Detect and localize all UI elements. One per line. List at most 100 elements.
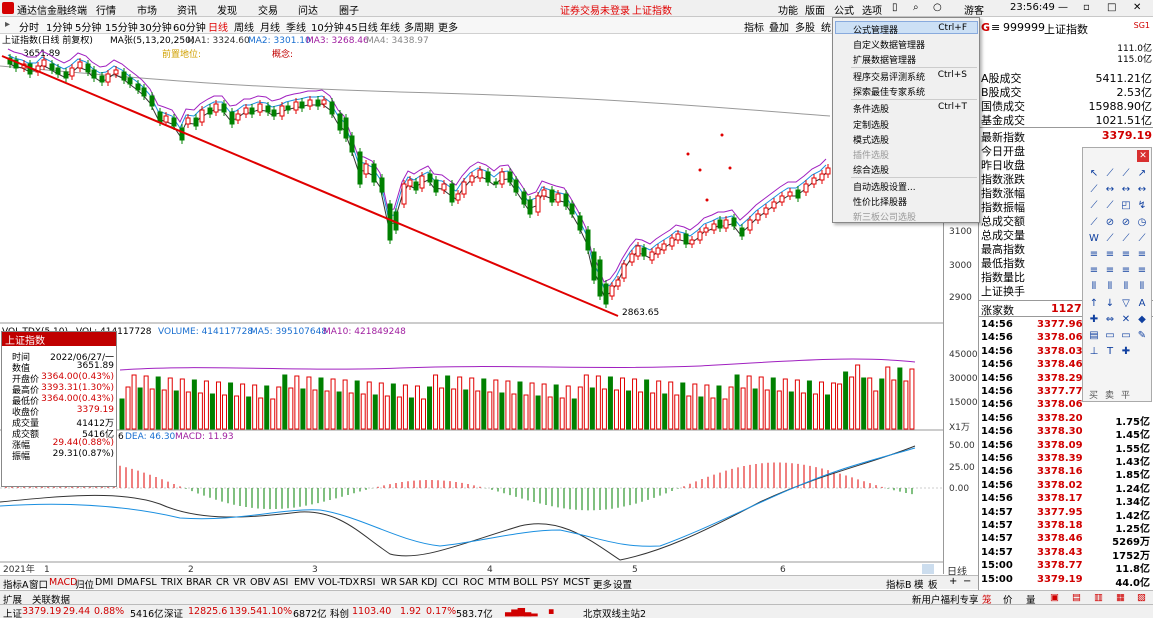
draw-tool-icon[interactable]: ≡ (1089, 265, 1099, 277)
sz-label[interactable]: 深证 (164, 609, 184, 620)
menu-item-formula[interactable]: 公式 (834, 6, 854, 17)
draw-tool-icon[interactable]: ✎ (1137, 330, 1147, 341)
draw-tool-icon[interactable]: ◰ (1121, 200, 1131, 212)
menu-item-circle[interactable]: 圈子 (339, 6, 359, 17)
status-icon-e[interactable]: ▧ (1137, 592, 1146, 603)
toolbar-multi-stock[interactable]: 多股 (795, 23, 815, 34)
palette-sell[interactable]: 卖 (1105, 391, 1115, 401)
trend-line[interactable] (1, 55, 619, 317)
toolbar-indicator[interactable]: 指标 (744, 23, 764, 34)
status-extend[interactable]: 扩展 (3, 595, 23, 606)
tab-indicator[interactable]: PSY (541, 577, 559, 588)
tab-indicator[interactable]: EMV (294, 577, 315, 588)
monitor-icon[interactable]: ▯ (892, 2, 898, 13)
axis-period-label[interactable]: 日线 (947, 567, 967, 578)
draw-tool-icon[interactable]: ⊘ (1105, 216, 1115, 228)
draw-tool-icon[interactable]: ⊥ (1089, 346, 1099, 358)
period-10min[interactable]: 10分钟 (311, 23, 344, 34)
draw-tool-icon[interactable]: ≡ (1121, 265, 1131, 277)
tab-indicator[interactable]: DMA (117, 577, 140, 588)
period-more[interactable]: 更多 (438, 23, 458, 34)
period-weekly[interactable]: 周线 (234, 23, 254, 34)
toolbar-stats[interactable]: 统 (821, 23, 831, 34)
zoom-out-icon[interactable]: − (963, 576, 972, 587)
menu-item[interactable]: 自动选股设置... (853, 183, 916, 193)
menu-item-news[interactable]: 资讯 (177, 6, 197, 17)
menu-item[interactable]: 扩展数据管理器 (853, 56, 917, 66)
status-icon-d[interactable]: ▦ (1116, 592, 1125, 603)
draw-tool-icon[interactable]: ▤ (1089, 330, 1099, 341)
menu-item[interactable]: 探索最佳专家系统 (853, 88, 926, 98)
maximize-button[interactable]: □ (1107, 2, 1117, 13)
period-60min[interactable]: 60分钟 (173, 23, 206, 34)
kline-chart[interactable]: 上证指数(日线 前复权) MA张(5,13,20,250) MA1: 3324.… (0, 34, 943, 574)
tab-indicator[interactable]: DMI (95, 577, 114, 588)
draw-tool-icon[interactable]: ✚ (1089, 313, 1099, 325)
tab-board[interactable]: 板 (928, 580, 938, 591)
draw-tool-icon[interactable]: ≡ (1089, 249, 1099, 260)
tab-indicator[interactable]: ROC (463, 577, 484, 588)
draw-tool-icon[interactable]: ⟋ (1122, 232, 1130, 244)
draw-tool-icon[interactable]: ⦀ (1139, 281, 1145, 293)
status-icon-c[interactable]: ▥ (1094, 592, 1103, 603)
period-yearly[interactable]: 年线 (380, 23, 400, 34)
menu-item[interactable]: 公式管理器 (853, 26, 899, 36)
tab-indicator[interactable]: WR (381, 577, 397, 588)
status-icon-a[interactable]: ▣ (1050, 592, 1059, 603)
status-cage[interactable]: 笼 (982, 595, 992, 606)
tab-indicator[interactable]: 指标A (3, 580, 29, 591)
status-price[interactable]: 价 (1003, 595, 1013, 606)
draw-tool-icon[interactable]: ↯ (1137, 200, 1147, 212)
tab-indicator[interactable]: RSI (360, 577, 376, 588)
draw-tool-icon[interactable]: ⦀ (1123, 281, 1129, 293)
tab-indicator[interactable]: 归位 (75, 580, 95, 591)
menu-item[interactable]: 条件选股 (853, 105, 890, 115)
draw-tool-icon[interactable]: ▭ (1121, 330, 1131, 341)
sh-label[interactable]: 上证 (3, 609, 23, 620)
draw-tool-icon[interactable]: ⟋ (1090, 200, 1098, 212)
draw-tool-icon[interactable]: ⟋ (1138, 232, 1146, 244)
menu-item-trade[interactable]: 交易 (258, 6, 278, 17)
menu-item[interactable]: 模式选股 (853, 136, 890, 146)
menu-item[interactable]: 自定义数据管理器 (853, 41, 926, 51)
tab-indicator[interactable]: 更多 (593, 580, 613, 591)
close-button[interactable]: ✕ (1133, 2, 1142, 13)
menu-item[interactable]: 综合选股 (853, 166, 890, 176)
period-45day[interactable]: 45日线 (345, 23, 378, 34)
draw-tool-icon[interactable]: ◷ (1137, 216, 1147, 228)
draw-tool-icon[interactable]: ⟋ (1122, 168, 1130, 179)
tab-indicator[interactable]: VOL-TDX (318, 577, 360, 588)
toolbar-overlay[interactable]: 叠加 (769, 23, 789, 34)
status-volume[interactable]: 量 (1026, 595, 1036, 606)
menu-item-discover[interactable]: 发现 (217, 6, 237, 17)
status-related[interactable]: 关联数据 (32, 595, 71, 606)
zoom-in-icon[interactable]: + (949, 576, 958, 587)
tab-indicator[interactable]: VR (233, 577, 247, 588)
tab-indicator[interactable]: CCI (442, 577, 459, 588)
guest-label[interactable]: 游客 (964, 6, 984, 17)
restore-button[interactable]: ▫ (1083, 2, 1090, 13)
draw-tool-icon[interactable]: ≡ (1137, 265, 1147, 277)
menu-item-function[interactable]: 功能 (778, 6, 798, 17)
tab-indicator[interactable]: ASI (273, 577, 289, 588)
menu-item-market[interactable]: 市场 (137, 6, 157, 17)
draw-tool-icon[interactable]: ↓ (1105, 297, 1115, 309)
draw-tool-icon[interactable]: ↑ (1089, 297, 1099, 309)
tab-template[interactable]: 模 (914, 580, 924, 591)
menu-item[interactable]: 性价比择股器 (853, 198, 908, 208)
palette-buy[interactable]: 买 (1089, 391, 1099, 401)
draw-tool-icon[interactable]: W (1089, 232, 1099, 244)
ring-icon[interactable]: ○ (933, 2, 942, 13)
search-icon[interactable]: ⌕ (913, 2, 919, 13)
tab-indicator-b[interactable]: 指标B (886, 580, 912, 591)
menu-item[interactable]: 新三板公司选股 (853, 213, 917, 223)
draw-tool-icon[interactable]: ▭ (1105, 330, 1115, 341)
draw-tool-icon[interactable]: ↔ (1137, 184, 1147, 196)
tab-indicator[interactable]: SAR (399, 577, 419, 588)
period-monthly[interactable]: 月线 (260, 23, 280, 34)
tab-indicator[interactable]: MCST (563, 577, 590, 588)
draw-tool-icon[interactable]: ≡ (1105, 249, 1115, 260)
menu-item-options[interactable]: 选项 (862, 6, 882, 17)
draw-tool-icon[interactable]: ⟋ (1106, 168, 1114, 179)
draw-tool-icon[interactable]: ⊘ (1121, 216, 1131, 228)
